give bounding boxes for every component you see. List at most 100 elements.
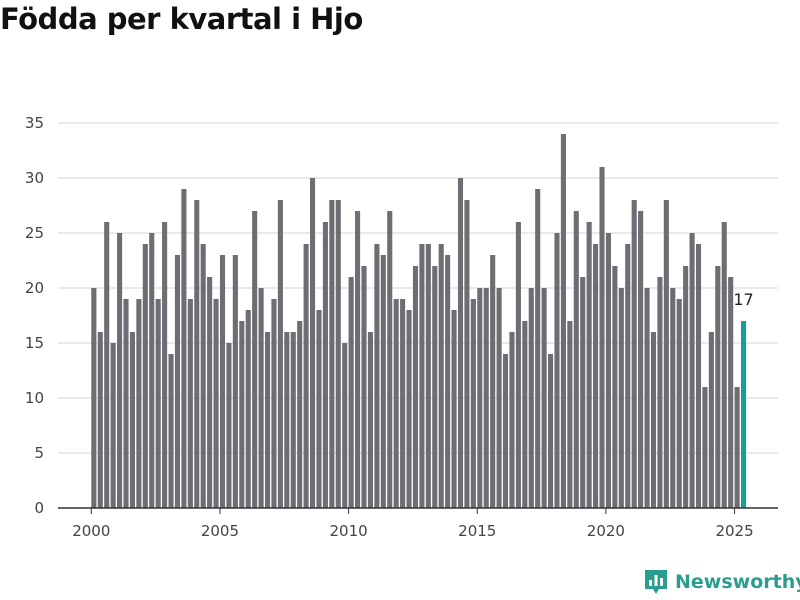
bar (689, 233, 695, 508)
bar (438, 244, 444, 508)
bar (554, 233, 560, 508)
bar (297, 321, 303, 508)
y-tick-label: 20 (25, 279, 44, 297)
chart-title: Födda per kvartal i Hjo (0, 2, 363, 36)
bar (625, 244, 631, 508)
highlighted-bar (740, 321, 747, 508)
bar (670, 288, 676, 508)
brand-logo: Newsworthy (643, 568, 800, 596)
bar (548, 354, 554, 508)
bar (406, 310, 412, 508)
bar (683, 266, 689, 508)
bar (303, 244, 309, 508)
bar (715, 266, 721, 508)
bar (194, 200, 200, 508)
bar (728, 277, 734, 508)
bar (252, 211, 258, 508)
bar (580, 277, 586, 508)
x-tick-label: 2000 (72, 522, 110, 540)
bar (502, 354, 509, 508)
bar (657, 277, 663, 508)
bar (91, 288, 97, 508)
bar (432, 266, 438, 508)
bar (393, 299, 399, 508)
bar (219, 255, 226, 508)
bar (515, 222, 521, 508)
bar (708, 332, 714, 508)
bar (734, 387, 740, 508)
y-tick-label: 10 (25, 389, 44, 407)
bar (618, 288, 624, 508)
bar (663, 200, 669, 508)
bar (342, 343, 348, 508)
bar (483, 288, 489, 508)
x-tick-label: 2010 (330, 522, 368, 540)
bar (593, 244, 599, 508)
bar (239, 321, 245, 508)
bar (104, 222, 110, 508)
y-tick-label: 25 (25, 224, 44, 242)
bar (412, 266, 419, 508)
bar (425, 244, 431, 508)
bar (232, 255, 238, 508)
bar (367, 332, 373, 508)
bar (650, 332, 657, 508)
bar (470, 299, 476, 508)
bars (91, 134, 747, 508)
bar (528, 288, 534, 508)
bar (464, 200, 470, 508)
bar (258, 288, 264, 508)
bar (155, 299, 161, 508)
bar (387, 211, 393, 508)
bar (284, 332, 290, 508)
bar (644, 288, 650, 508)
bar (496, 288, 502, 508)
bar (702, 387, 708, 508)
brand-name: Newsworthy (675, 571, 800, 593)
bar (181, 189, 187, 508)
bar (136, 299, 142, 508)
bar (271, 299, 277, 508)
y-tick-label: 0 (34, 499, 44, 517)
bar (374, 244, 380, 508)
bar (631, 200, 637, 508)
bar (207, 277, 213, 508)
bar (445, 255, 451, 508)
x-tick-label: 2015 (458, 522, 496, 540)
bar (457, 178, 464, 508)
bar (490, 255, 496, 508)
bar (509, 332, 515, 508)
bar (162, 222, 168, 508)
bar (535, 189, 541, 508)
bar (522, 321, 528, 508)
bar (290, 332, 296, 508)
bar (605, 233, 611, 508)
bar (149, 233, 155, 508)
x-tick-label: 2005 (201, 522, 239, 540)
bar (695, 244, 702, 508)
bar (451, 310, 457, 508)
bar (477, 288, 483, 508)
bar (110, 343, 116, 508)
bar (129, 332, 135, 508)
y-tick-label: 5 (34, 444, 44, 462)
bar (174, 255, 181, 508)
bar (187, 299, 193, 508)
bar (638, 211, 644, 508)
bar (361, 266, 367, 508)
bar (541, 288, 547, 508)
bar-chart-icon (645, 570, 667, 594)
bar (264, 332, 271, 508)
bar (612, 266, 618, 508)
bar (329, 200, 335, 508)
bar (117, 233, 123, 508)
bar (599, 167, 605, 508)
y-tick-label: 15 (25, 334, 44, 352)
bar (348, 277, 354, 508)
x-tick-label: 2025 (715, 522, 753, 540)
x-tick-label: 2020 (587, 522, 625, 540)
y-axis-ticks: 0 5 10 15 20 25 30 35 (25, 114, 44, 517)
bar (245, 310, 251, 508)
bar (721, 222, 727, 508)
